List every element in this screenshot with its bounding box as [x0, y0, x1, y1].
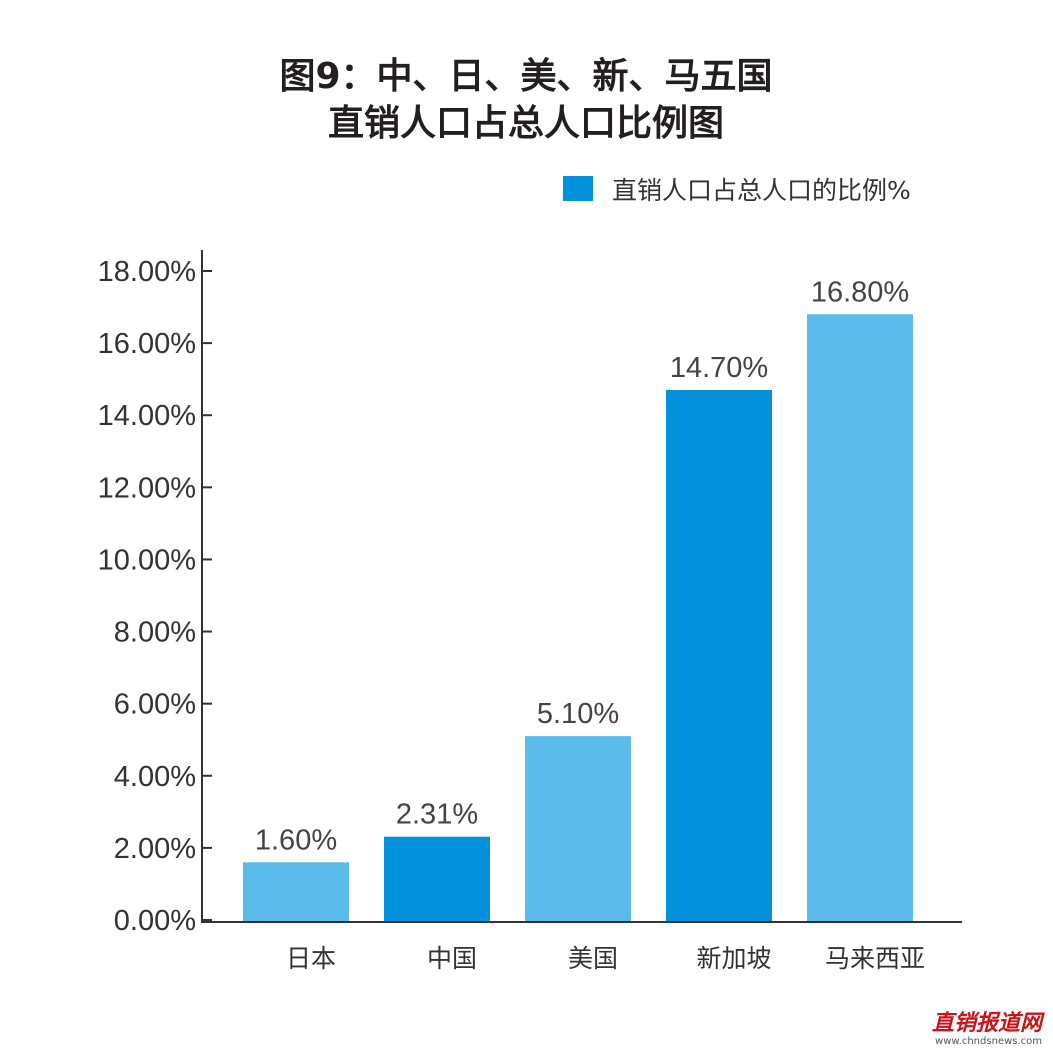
data-labels: 1.60% 2.31% 5.10% 14.70% 16.80%: [255, 276, 909, 856]
data-label: 14.70%: [670, 352, 768, 384]
y-tick-label: 18.00%: [98, 256, 196, 288]
data-label: 1.60%: [255, 824, 337, 856]
category-label: 日本: [286, 944, 336, 973]
bars: [243, 314, 913, 921]
y-tick-label: 10.00%: [98, 544, 196, 576]
category-label: 中国: [427, 944, 477, 973]
category-label: 马来西亚: [825, 944, 925, 973]
watermark-main: 直销报道网: [932, 1010, 1045, 1036]
bar: [384, 836, 490, 921]
y-ticks: 0.00% 2.00% 4.00% 6.00% 8.00% 10.00% 12.00% 14.…: [98, 256, 212, 937]
y-tick-label: 8.00%: [114, 617, 196, 649]
y-tick-label: 6.00%: [114, 689, 196, 721]
bar: [807, 314, 913, 921]
bar: [243, 862, 349, 921]
legend: 直销人口占总人口的比例%: [563, 176, 911, 205]
category-label: 新加坡: [696, 944, 771, 973]
watermark-sub: www.chndsnews.com: [935, 1036, 1042, 1047]
data-label: 2.31%: [396, 799, 478, 831]
y-tick-label: 4.00%: [114, 761, 196, 793]
data-label: 5.10%: [537, 698, 619, 730]
watermark: 直销报道网 www.chndsnews.com: [932, 1010, 1045, 1047]
data-label: 16.80%: [811, 276, 909, 308]
category-labels: 日本 中国 美国 新加坡 马来西亚: [286, 944, 925, 973]
y-tick-label: 12.00%: [98, 472, 196, 504]
y-tick-label: 14.00%: [98, 400, 196, 432]
category-label: 美国: [568, 944, 618, 973]
y-tick-label: 0.00%: [114, 905, 196, 937]
y-tick-label: 2.00%: [114, 833, 196, 865]
legend-swatch: [563, 176, 593, 201]
chart-title-line-2: 直销人口占总人口比例图: [328, 103, 724, 144]
axes: [201, 250, 962, 923]
chart-title-line-1: 图9：中、日、美、新、马五国: [279, 56, 772, 97]
y-tick-label: 16.00%: [98, 328, 196, 360]
bar: [525, 736, 631, 921]
legend-label: 直销人口占总人口的比例%: [612, 176, 911, 205]
bar: [666, 389, 772, 921]
